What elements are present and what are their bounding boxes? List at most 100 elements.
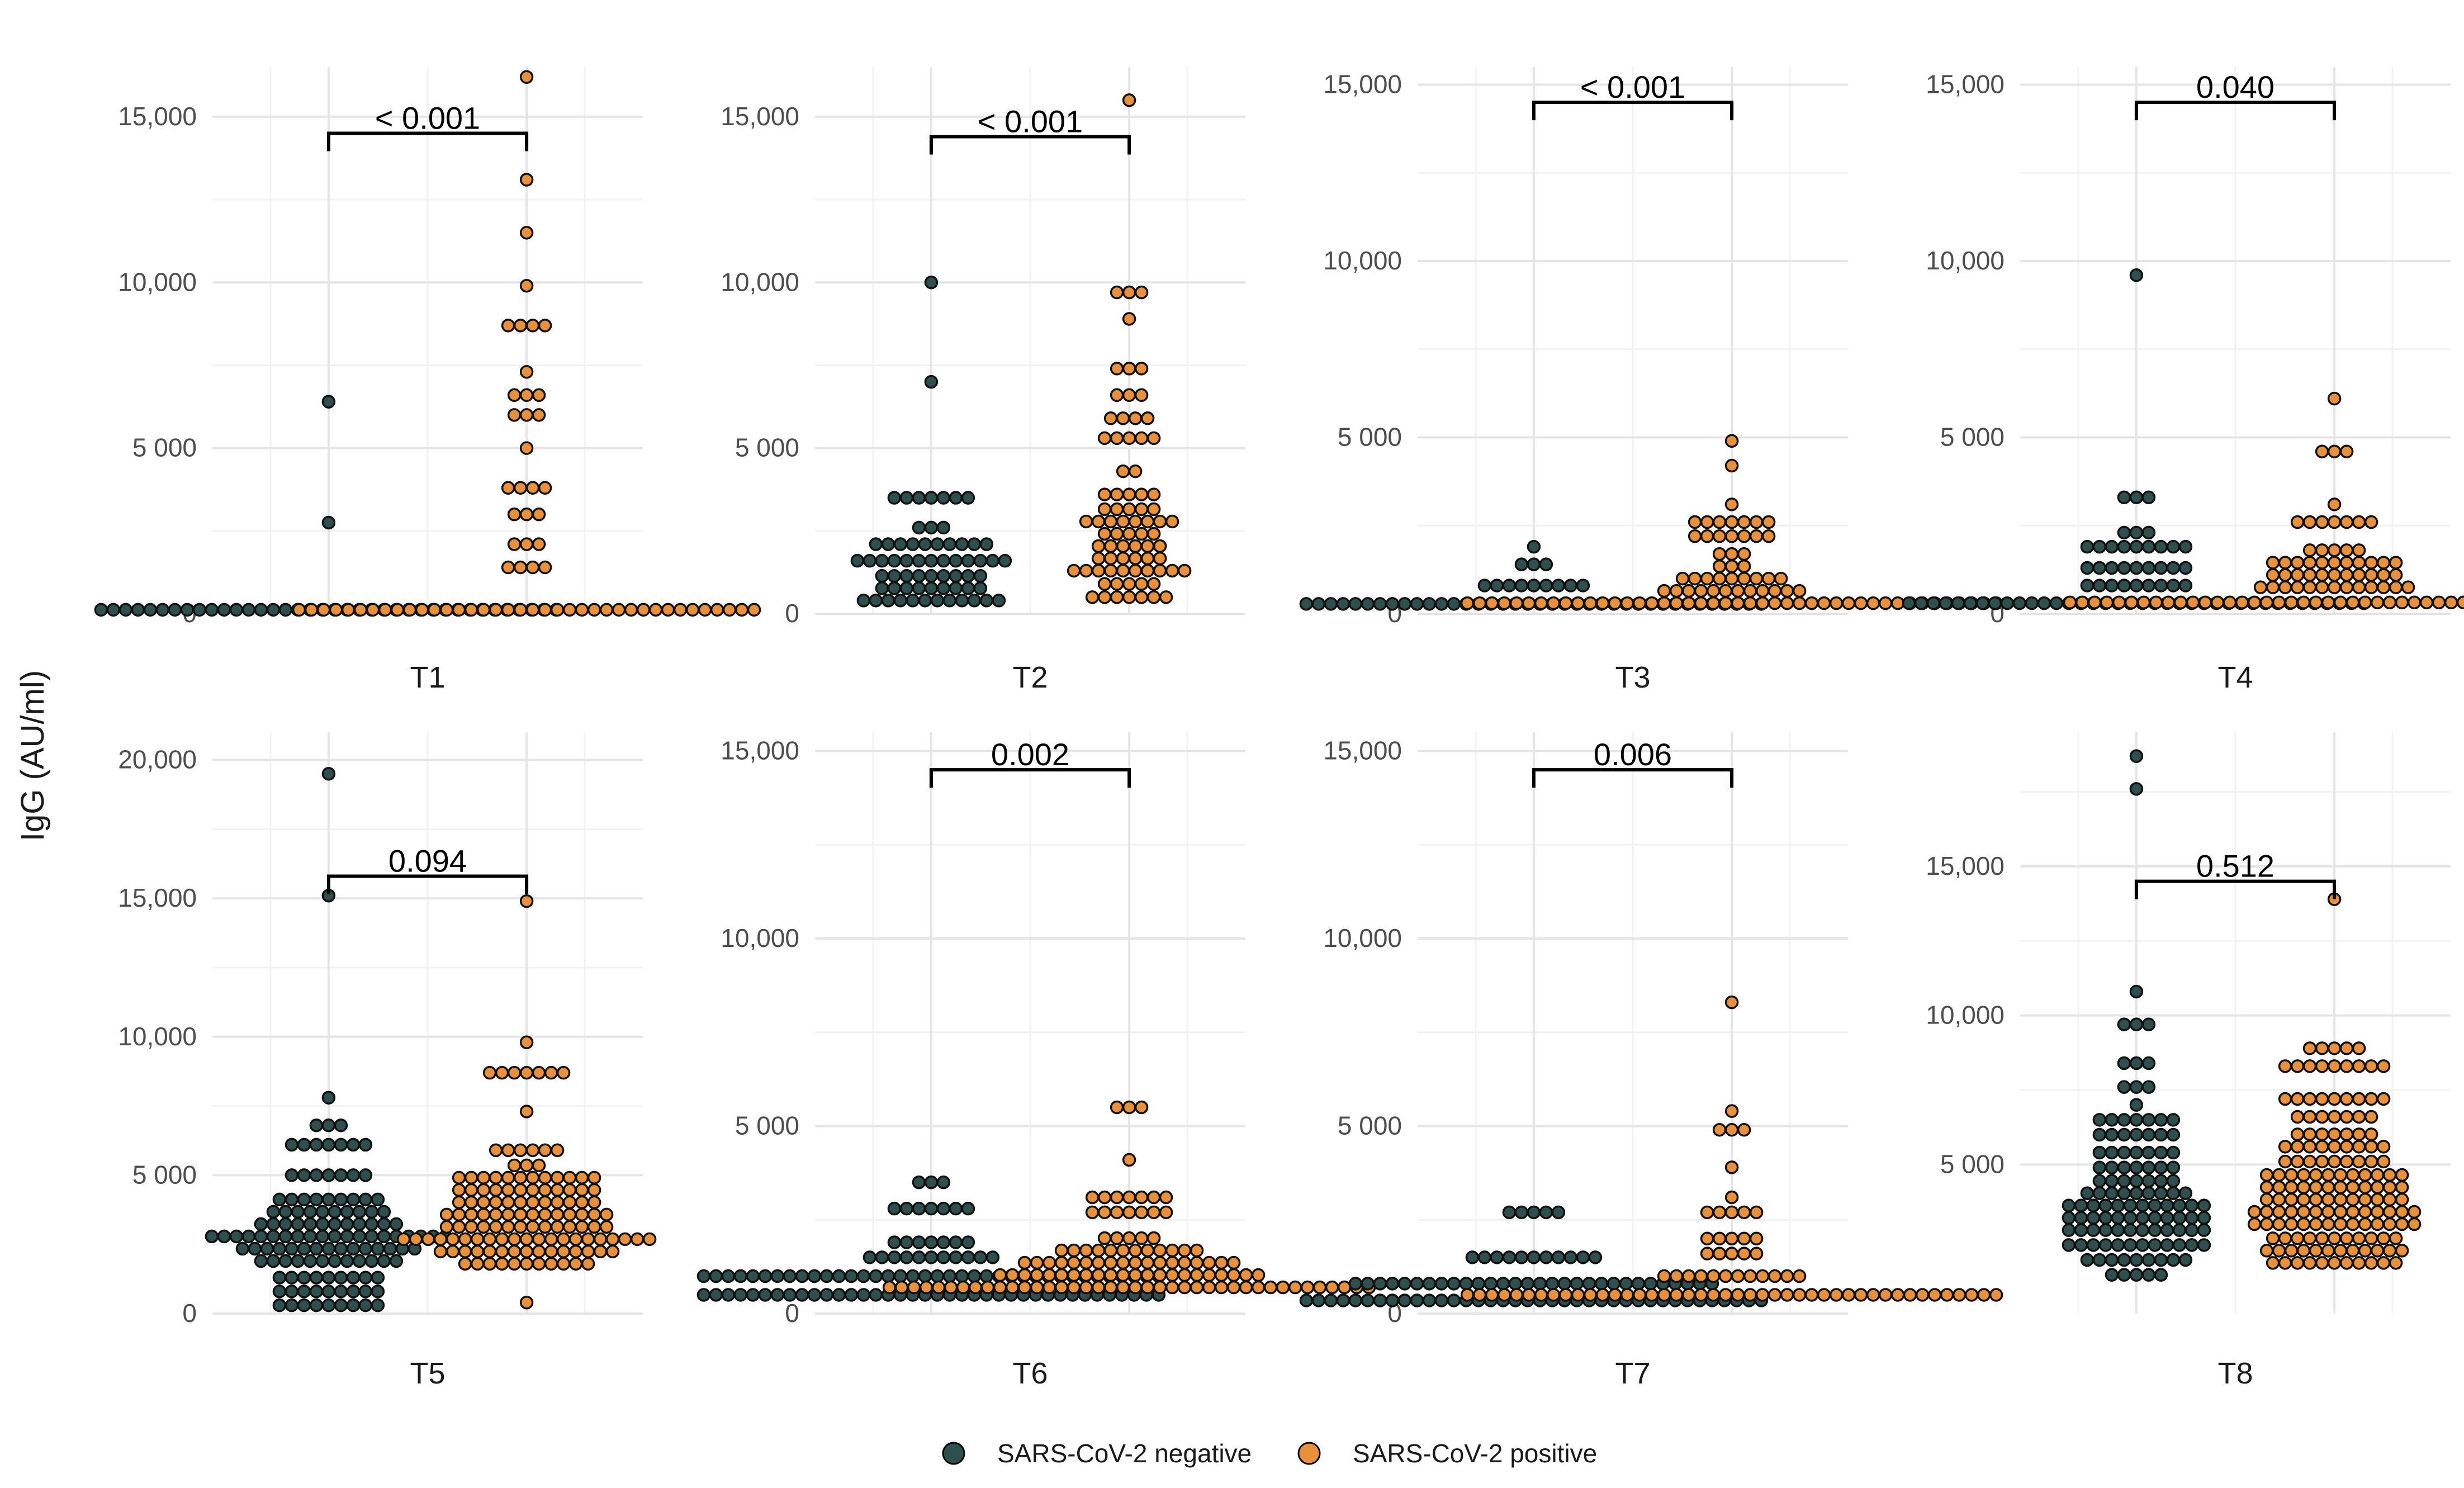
data-point bbox=[2092, 1186, 2107, 1200]
data-point bbox=[2129, 1056, 2144, 1070]
data-point bbox=[2166, 1174, 2181, 1188]
data-point bbox=[1128, 411, 1143, 425]
data-point bbox=[2123, 1238, 2138, 1252]
data-point bbox=[1645, 596, 1659, 610]
data-point bbox=[2141, 1174, 2156, 1188]
data-point bbox=[507, 507, 522, 522]
data-point bbox=[1643, 1277, 1658, 1291]
data-point bbox=[1963, 596, 1978, 610]
data-point bbox=[2407, 1205, 2422, 1219]
data-point bbox=[2129, 782, 2144, 796]
data-point bbox=[1527, 539, 1541, 554]
data-point bbox=[2327, 1127, 2342, 1141]
data-point bbox=[321, 1168, 336, 1182]
data-point bbox=[1153, 1255, 1167, 1270]
data-point bbox=[1091, 514, 1106, 529]
data-point bbox=[949, 581, 963, 595]
data-point bbox=[612, 603, 626, 617]
data-point bbox=[2382, 1244, 2397, 1258]
data-point bbox=[2333, 1168, 2348, 1182]
data-point bbox=[321, 515, 336, 530]
data-point bbox=[1700, 1247, 1714, 1260]
data-point bbox=[875, 1250, 889, 1264]
data-point bbox=[334, 1298, 348, 1312]
data-point bbox=[1768, 584, 1782, 598]
data-point bbox=[1712, 1247, 1727, 1260]
data-point bbox=[285, 1241, 299, 1256]
data-point bbox=[985, 1250, 1000, 1264]
data-point bbox=[1202, 1268, 1216, 1282]
data-point bbox=[507, 1244, 522, 1259]
data-point bbox=[2284, 1192, 2299, 1207]
data-point bbox=[297, 1192, 311, 1207]
data-point bbox=[2376, 568, 2391, 582]
data-point bbox=[532, 388, 546, 402]
data-point bbox=[2185, 1238, 2199, 1252]
data-point bbox=[1373, 1277, 1387, 1291]
data-point bbox=[235, 1241, 250, 1256]
data-point bbox=[2141, 561, 2156, 575]
data-point bbox=[887, 1250, 902, 1264]
data-point bbox=[1878, 596, 1893, 610]
data-point bbox=[1214, 1255, 1229, 1270]
data-point bbox=[2352, 556, 2366, 570]
data-point bbox=[1097, 590, 1112, 604]
data-point bbox=[2117, 1253, 2131, 1267]
data-point bbox=[2172, 1223, 2187, 1237]
data-point bbox=[1397, 597, 1412, 611]
data-point bbox=[501, 319, 515, 333]
data-point bbox=[961, 1235, 975, 1249]
data-point bbox=[1657, 584, 1671, 598]
data-point bbox=[735, 603, 749, 617]
data-point bbox=[1724, 1247, 1739, 1260]
data-point bbox=[452, 1207, 466, 1222]
data-point bbox=[2074, 1238, 2088, 1252]
data-point bbox=[1146, 527, 1161, 541]
data-point bbox=[2272, 1192, 2286, 1207]
data-point bbox=[1731, 584, 1745, 598]
data-point bbox=[1508, 1277, 1523, 1291]
data-point bbox=[721, 1269, 736, 1283]
data-point bbox=[1097, 431, 1112, 446]
data-point bbox=[1743, 1288, 1757, 1302]
data-point bbox=[1410, 597, 1424, 611]
data-point bbox=[2327, 1041, 2342, 1055]
data-point bbox=[346, 1285, 361, 1299]
data-point bbox=[2290, 1154, 2305, 1169]
data-point bbox=[1153, 1268, 1167, 1282]
data-point bbox=[1146, 1205, 1161, 1220]
data-point bbox=[2333, 1205, 2348, 1219]
data-point bbox=[2376, 1256, 2391, 1270]
data-point bbox=[2092, 1127, 2107, 1142]
data-point bbox=[501, 1220, 515, 1234]
data-point bbox=[371, 1298, 385, 1312]
data-point bbox=[2185, 1211, 2199, 1225]
data-point bbox=[532, 408, 546, 422]
data-point bbox=[1140, 1255, 1155, 1270]
y-tick-label: 15,000 bbox=[1926, 70, 2005, 99]
data-point bbox=[329, 603, 343, 617]
data-point bbox=[709, 1269, 723, 1283]
data-point bbox=[1527, 1250, 1541, 1264]
data-point bbox=[2247, 595, 2262, 610]
data-point bbox=[464, 1220, 478, 1234]
data-point bbox=[1190, 1243, 1204, 1258]
data-point bbox=[470, 1232, 485, 1247]
data-point bbox=[2327, 497, 2342, 511]
data-point bbox=[556, 1257, 571, 1271]
data-point bbox=[155, 603, 170, 617]
data-point bbox=[2333, 1217, 2348, 1231]
data-point bbox=[489, 1171, 503, 1185]
data-point bbox=[1527, 579, 1541, 593]
data-point bbox=[562, 1220, 577, 1234]
data-point bbox=[2037, 596, 2051, 610]
data-point bbox=[501, 1207, 515, 1222]
data-point bbox=[2135, 1198, 2150, 1212]
data-point bbox=[1128, 539, 1143, 553]
data-point bbox=[2345, 1217, 2360, 1231]
data-point bbox=[924, 569, 939, 583]
data-point bbox=[1712, 1231, 1727, 1246]
data-point bbox=[1866, 1288, 1880, 1302]
data-point bbox=[489, 1195, 503, 1210]
